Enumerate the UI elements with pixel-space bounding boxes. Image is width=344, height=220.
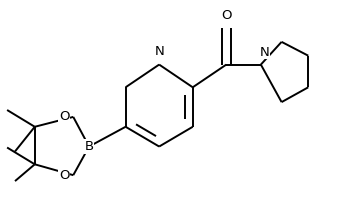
Text: O: O [221,9,232,22]
Text: N: N [154,45,164,58]
Text: O: O [59,169,69,182]
Text: B: B [85,140,94,153]
Text: N: N [260,46,270,59]
Text: O: O [59,110,69,123]
